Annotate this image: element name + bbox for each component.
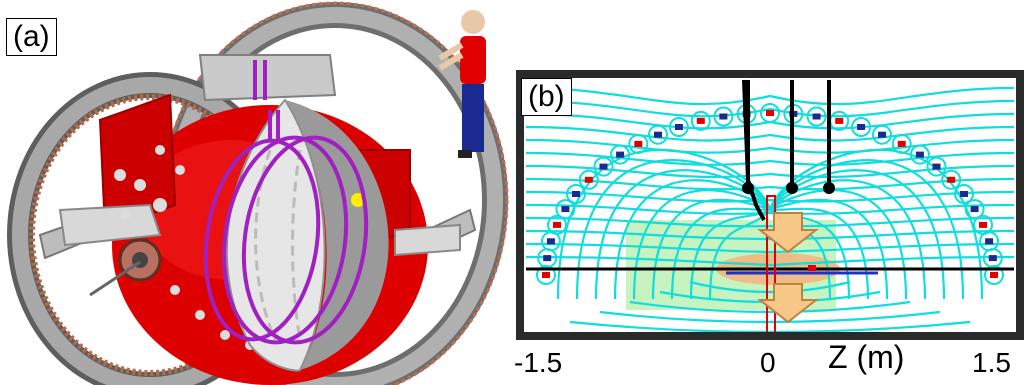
coil-conductor — [812, 113, 821, 120]
coil-loop — [668, 117, 689, 137]
person-figure — [438, 10, 486, 158]
coil-loop — [954, 184, 974, 204]
panel-b-simulation — [516, 70, 1024, 340]
coil-conductor — [654, 131, 662, 138]
coil-loop — [806, 106, 827, 127]
coil-cross-sections — [536, 103, 1004, 285]
field-line — [525, 203, 1015, 215]
magenta-coils — [203, 60, 369, 345]
coil-loop — [610, 144, 631, 165]
coil-loop — [547, 214, 567, 235]
coil-conductor — [634, 140, 643, 147]
coil-loop — [578, 169, 599, 190]
coil-conductor — [932, 163, 941, 170]
panel-b-label: (b) — [521, 78, 572, 116]
coil-conductor — [990, 272, 998, 278]
z-tick-neg: -1.5 — [514, 347, 563, 378]
coil-conductor — [599, 163, 608, 170]
coil-conductor — [546, 238, 555, 245]
coil-conductor — [572, 191, 580, 197]
coil-conductor — [985, 238, 994, 245]
arrow-down-lower — [757, 283, 819, 324]
coil-loop — [872, 124, 892, 145]
coil-conductor — [553, 221, 561, 228]
field-line-lower — [599, 310, 941, 324]
coil-conductor — [719, 113, 728, 120]
coil-loop — [593, 156, 614, 177]
coil-loop — [964, 199, 985, 220]
coil-loop — [984, 265, 1004, 285]
coil-conductor — [897, 140, 906, 147]
field-line — [525, 125, 1015, 142]
field-line-lower — [629, 300, 911, 314]
coil-conductor — [960, 191, 968, 197]
coil-conductor — [857, 124, 866, 130]
coil-conductor — [584, 176, 593, 183]
coil-conductor — [542, 272, 550, 278]
coil-loop — [536, 265, 556, 285]
field-line — [525, 99, 1015, 118]
z-axis-title: Z (m) — [828, 339, 905, 375]
coil-loop — [909, 144, 930, 165]
coil-conductor — [766, 110, 774, 116]
coil-loop — [713, 106, 734, 127]
coil-conductor — [947, 176, 956, 183]
coil-loop — [891, 133, 912, 154]
coil-conductor — [878, 131, 886, 138]
z-tick-zero: 0 — [760, 347, 776, 378]
coil-loop — [926, 156, 947, 177]
field-line — [525, 242, 1015, 254]
field-line — [525, 216, 1015, 228]
field-line — [525, 190, 1015, 203]
coil-loop — [941, 169, 962, 190]
field-line — [525, 255, 1015, 267]
coil-loop — [982, 248, 1003, 269]
z-tick-pos: 1.5 — [972, 347, 1011, 378]
coil-conductor — [835, 117, 844, 124]
coil-loop — [628, 133, 649, 154]
field-line-lower — [689, 280, 851, 294]
coil-loop — [648, 124, 668, 145]
coil-loop — [690, 110, 711, 131]
panel-b-frame — [516, 70, 1024, 340]
coil-conductor — [979, 221, 987, 228]
red-probe-marker — [808, 265, 816, 271]
coil-conductor — [970, 206, 979, 213]
arrow-down-upper — [757, 212, 819, 254]
coil-conductor — [988, 255, 997, 262]
coil-conductor — [616, 151, 625, 158]
field-line — [525, 86, 1015, 106]
coil-loop — [851, 117, 872, 137]
panel-a-label: (a) — [6, 18, 57, 56]
coil-loop — [555, 199, 576, 220]
coil-loop — [566, 184, 586, 204]
coil-conductor — [543, 255, 552, 262]
panel-a-rendering — [7, 1, 509, 385]
field-line-lower — [569, 320, 971, 334]
coil-loop — [760, 103, 780, 123]
coil-conductor — [674, 124, 683, 130]
coil-conductor — [561, 206, 570, 213]
field-line — [525, 138, 1015, 154]
coil-conductor — [696, 117, 705, 124]
probes — [742, 79, 831, 221]
coil-conductor — [915, 151, 924, 158]
probe-tips — [742, 182, 835, 194]
